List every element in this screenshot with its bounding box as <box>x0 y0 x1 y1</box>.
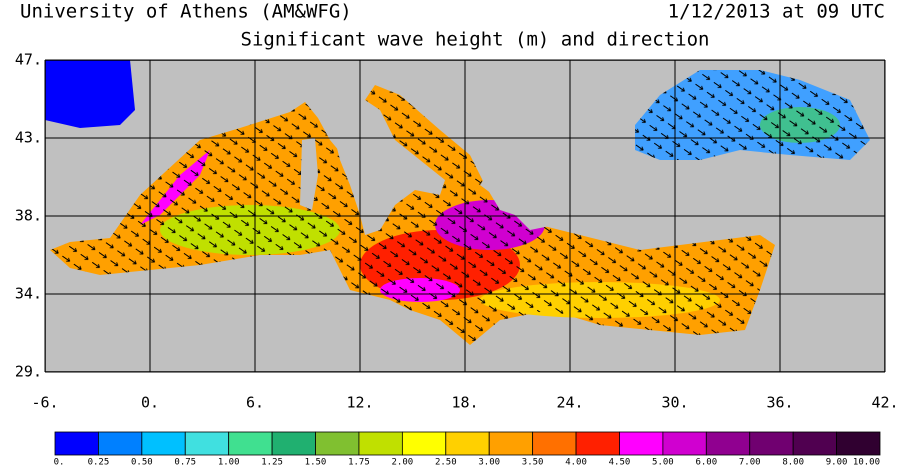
colorbar-swatch <box>228 431 273 456</box>
lon-label: 30. <box>661 394 688 412</box>
colorbar-swatch <box>575 431 620 456</box>
lat-label: 47. <box>15 51 42 69</box>
lat-label: 38. <box>15 207 42 225</box>
colorbar-swatch <box>792 431 837 456</box>
colorbar-swatch <box>358 431 403 456</box>
greece <box>470 150 555 230</box>
colorbar-label: 0.25 <box>88 458 110 467</box>
lon-label: 12. <box>346 394 373 412</box>
turkey <box>555 160 780 242</box>
colorbar-swatch <box>184 431 230 456</box>
colorbar-label: 10.00 <box>853 458 880 467</box>
lon-label: 18. <box>451 394 478 412</box>
colorbar: 0. 0.25 0.50 0.75 1.00 1.25 1.50 1.75 2.00 2.50 3.… <box>54 431 881 467</box>
colorbar-label: 4.00 <box>565 458 587 467</box>
colorbar-label: 1.25 <box>261 458 283 467</box>
colorbar-label: 6.00 <box>695 458 717 467</box>
colorbar-label: 1.50 <box>305 458 327 467</box>
lon-label: 6. <box>246 394 264 412</box>
colorbar-label: 0.50 <box>131 458 153 467</box>
graticule: 47. 43. 38. 34. 29. -6. 0. 6. 12. 18. 24. 30. 36. 42. <box>15 51 899 412</box>
colorbar-swatch <box>54 431 99 456</box>
colorbar-label: 2.50 <box>435 458 457 467</box>
lon-label: 0. <box>141 394 159 412</box>
colorbar-swatch <box>98 431 143 456</box>
colorbar-swatch <box>401 431 447 456</box>
colorbar-label: 4.50 <box>609 458 631 467</box>
lat-label: 29. <box>15 363 42 381</box>
italy <box>330 100 445 235</box>
map-title: Significant wave height (m) and directio… <box>241 29 710 51</box>
colorbar-label: 9.00 <box>826 458 848 467</box>
lon-label: 36. <box>766 394 793 412</box>
colorbar-swatch <box>619 431 664 456</box>
colorbar-label: 0. <box>54 458 65 467</box>
header-timestamp: 1/12/2013 at 09 UTC <box>668 1 885 23</box>
colorbar-swatch <box>445 431 490 456</box>
atlantic <box>45 60 135 128</box>
lon-label: 42. <box>871 394 898 412</box>
lon-label: 24. <box>556 394 583 412</box>
colorbar-label: 0.75 <box>174 458 196 467</box>
colorbar-swatch <box>705 431 751 456</box>
colorbar-label: 7.00 <box>739 458 761 467</box>
colorbar-label: 2.00 <box>392 458 414 467</box>
lat-label: 34. <box>15 285 42 303</box>
colorbar-swatch <box>488 431 534 456</box>
lat-label: 43. <box>15 129 42 147</box>
colorbar-swatch <box>662 431 707 456</box>
colorbar-label: 3.50 <box>522 458 544 467</box>
colorbar-label: 5.00 <box>652 458 674 467</box>
colorbar-swatch <box>532 431 577 456</box>
header-source: University of Athens (AM&WFG) <box>20 1 352 23</box>
colorbar-swatch <box>271 431 316 456</box>
colorbar-label: 1.75 <box>348 458 370 467</box>
colorbar-swatch <box>749 431 794 456</box>
lon-label: -6. <box>31 394 58 412</box>
sardinia <box>300 138 318 210</box>
colorbar-swatch <box>141 431 186 456</box>
colorbar-label: 1.00 <box>218 458 240 467</box>
colorbar-swatch <box>836 431 881 456</box>
colorbar-swatch <box>315 431 360 456</box>
colorbar-label: 8.00 <box>782 458 804 467</box>
colorbar-label: 3.00 <box>478 458 500 467</box>
